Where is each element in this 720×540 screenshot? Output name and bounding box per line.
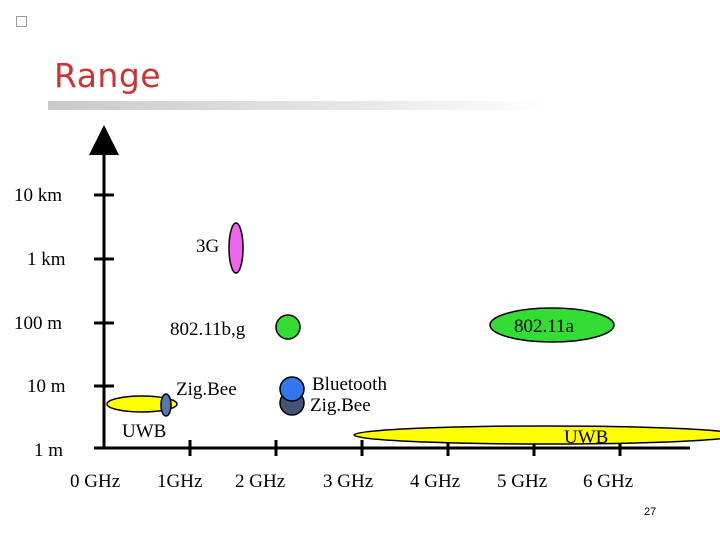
zigbee-24ghz-label: Zig.Bee bbox=[310, 395, 371, 416]
3g-label: 3G bbox=[196, 236, 220, 257]
y-tick-label: 1 m bbox=[34, 440, 63, 461]
x-tick-label: 2 GHz bbox=[235, 471, 285, 492]
3g-marker bbox=[228, 222, 244, 274]
page-number: 27 bbox=[644, 506, 657, 518]
title-underline-bar bbox=[48, 101, 548, 110]
x-tick-label: 0 GHz bbox=[70, 471, 120, 492]
802-11a-label: 802.11a bbox=[514, 316, 575, 337]
slide-bullet-icon bbox=[16, 16, 27, 27]
802-11a-marker bbox=[489, 307, 615, 343]
y-tick-label: 10 m bbox=[27, 376, 66, 397]
y-tick-label: 1 km bbox=[27, 249, 66, 270]
802-11bg-marker bbox=[275, 314, 301, 340]
zigbee-low-band-marker bbox=[160, 393, 172, 417]
uwb-high-band-marker bbox=[353, 425, 720, 445]
y-tick-label: 10 km bbox=[14, 185, 62, 206]
bluetooth-label: Bluetooth bbox=[312, 374, 387, 395]
y-tick-label: 100 m bbox=[14, 313, 62, 334]
bluetooth-marker bbox=[279, 376, 305, 402]
zigbee-low-band-label: Zig.Bee bbox=[176, 379, 237, 400]
x-tick-label: 5 GHz bbox=[497, 471, 547, 492]
slide-title: Range bbox=[54, 56, 162, 95]
x-tick-label: 1GHz bbox=[157, 471, 202, 492]
uwb-high-band-label: UWB bbox=[564, 427, 608, 448]
uwb-low-band-marker bbox=[106, 395, 178, 413]
x-tick-label: 4 GHz bbox=[410, 471, 460, 492]
x-tick-label: 3 GHz bbox=[323, 471, 373, 492]
x-tick-label: 6 GHz bbox=[583, 471, 633, 492]
uwb-low-band-label: UWB bbox=[122, 421, 166, 442]
802-11bg-label: 802.11b,g bbox=[170, 319, 246, 340]
